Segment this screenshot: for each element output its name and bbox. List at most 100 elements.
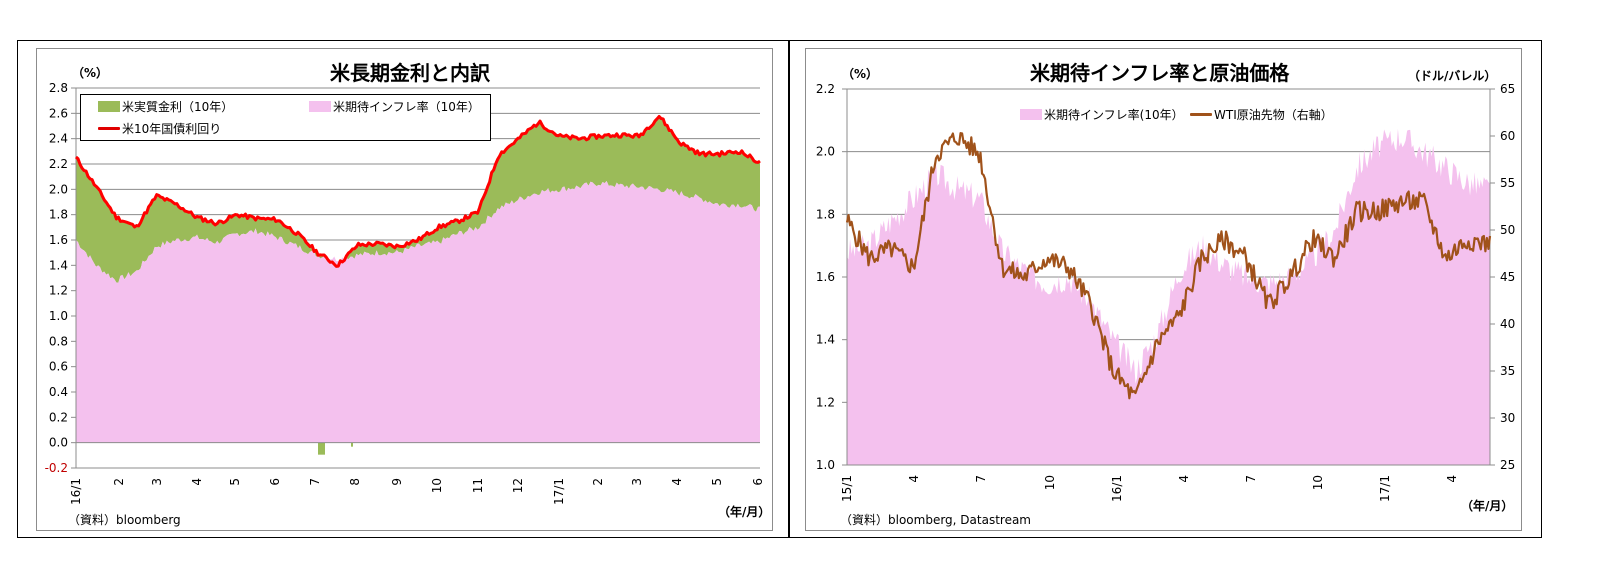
- x-tick-label: 6: [751, 478, 765, 486]
- x-tick-text: 7: [1244, 475, 1258, 483]
- x-tick-text: 16/1: [69, 478, 83, 505]
- x-tick-text: 4: [190, 478, 204, 486]
- x-axis-unit: （年/月）: [718, 505, 771, 519]
- area-real-rate-negative: [351, 442, 353, 447]
- x-tick-label: 2: [112, 478, 126, 486]
- line-yield10: [75, 114, 761, 268]
- legend-swatch-pink: [1020, 109, 1042, 120]
- y2-tick-label: 55: [1500, 176, 1515, 190]
- area-inflation: [76, 181, 760, 443]
- y2-tick-label: 25: [1500, 458, 1515, 472]
- x-tick-text: 10: [430, 478, 444, 493]
- y-axis-unit-left: （%）: [842, 67, 879, 81]
- x-tick-text: 5: [228, 478, 242, 486]
- x-tick-label: 10: [1311, 475, 1325, 490]
- legend-item-real-rate: 米実質金利（10年）: [98, 98, 233, 115]
- x-tick-text: 15/1: [840, 475, 854, 502]
- x-tick-text: 5: [710, 478, 724, 486]
- x-tick-label: 12: [511, 478, 525, 493]
- y-tick-label: 1.4: [49, 258, 68, 272]
- y-axis-unit: （%）: [72, 66, 109, 80]
- y-tick-label: 0.6: [49, 360, 68, 374]
- x-tick-label: 6: [268, 478, 282, 486]
- x-tick-label: 8: [348, 478, 362, 486]
- y2-tick-label: 45: [1500, 270, 1515, 284]
- legend-label: 米期待インフレ率(10年）: [1044, 108, 1184, 122]
- legend-label: 米期待インフレ率（10年）: [333, 100, 480, 114]
- y-axis-unit-right: （ドル/バレル）: [1408, 69, 1497, 83]
- area-inflation: [847, 128, 1490, 465]
- x-tick-text: 9: [390, 478, 404, 486]
- figure-divider: [788, 40, 790, 538]
- y-tick-label: 2.6: [49, 106, 68, 120]
- x-tick-label: 17/1: [1378, 475, 1392, 502]
- x-tick-text: 6: [268, 478, 282, 486]
- source-note: （資料）bloomberg, Datastream: [840, 513, 1031, 527]
- y2-tick-label: 35: [1500, 364, 1515, 378]
- x-tick-text: 3: [630, 478, 644, 486]
- chart-title: 米期待インフレ率と原油価格: [1030, 61, 1290, 85]
- x-tick-text: 8: [348, 478, 362, 486]
- y-tick-label: 2.0: [816, 145, 835, 159]
- x-tick-label: 4: [907, 475, 921, 483]
- y2-tick-label: 30: [1500, 411, 1515, 425]
- y-tick-label: 1.2: [49, 284, 68, 298]
- x-tick-text: 17/1: [1378, 475, 1392, 502]
- area-real-rate-negative: [318, 442, 325, 455]
- x-tick-label: 17/1: [552, 478, 566, 505]
- y-tick-label: 1.4: [816, 333, 835, 347]
- y-tick-label: -0.2: [45, 461, 68, 475]
- legend-item-wti: WTI原油先物（右軸）: [1190, 106, 1333, 123]
- legend-item-inflation: 米期待インフレ率（10年）: [309, 98, 480, 115]
- y-tick-label: 2.4: [49, 132, 68, 146]
- chart-title: 米長期金利と内訳: [330, 61, 490, 85]
- y-tick-label: 1.6: [49, 233, 68, 247]
- x-tick-text: 10: [1043, 475, 1057, 490]
- x-tick-label: 11: [471, 478, 485, 493]
- legend-swatch-pink: [309, 101, 331, 112]
- x-tick-text: 7: [308, 478, 322, 486]
- x-tick-label: 4: [670, 478, 684, 486]
- y-tick-label: 1.6: [816, 270, 835, 284]
- legend-swatch-brown-line: [1190, 113, 1212, 116]
- x-tick-label: 15/1: [840, 475, 854, 502]
- x-tick-text: 4: [1445, 475, 1459, 483]
- y-tick-label: 0.4: [49, 385, 68, 399]
- x-tick-text: 10: [1311, 475, 1325, 490]
- x-tick-text: 4: [907, 475, 921, 483]
- x-tick-text: 12: [511, 478, 525, 493]
- x-tick-label: 5: [228, 478, 242, 486]
- y-tick-label: 1.8: [49, 208, 68, 222]
- figure-frame: [17, 40, 1542, 538]
- legend-label: WTI原油先物（右軸）: [1214, 108, 1333, 122]
- x-tick-label: 16/1: [69, 478, 83, 505]
- y-tick-label: 1.0: [816, 458, 835, 472]
- x-tick-text: 17/1: [552, 478, 566, 505]
- x-tick-label: 10: [430, 478, 444, 493]
- x-tick-label: 7: [1244, 475, 1258, 483]
- x-tick-label: 5: [710, 478, 724, 486]
- x-tick-label: 7: [308, 478, 322, 486]
- y-tick-label: 1.8: [816, 207, 835, 221]
- legend-label: 米実質金利（10年）: [122, 100, 234, 114]
- x-tick-label: 7: [974, 475, 988, 483]
- source-note: （資料）bloomberg: [68, 513, 181, 527]
- x-tick-label: 3: [630, 478, 644, 486]
- y-tick-label: 2.2: [816, 82, 835, 96]
- x-tick-label: 4: [190, 478, 204, 486]
- x-tick-label: 3: [150, 478, 164, 486]
- line-wti: [845, 132, 1492, 400]
- x-tick-text: 7: [974, 475, 988, 483]
- x-tick-label: 4: [1177, 475, 1191, 483]
- y-tick-label: 2.0: [49, 182, 68, 196]
- x-tick-label: 9: [390, 478, 404, 486]
- y2-tick-label: 50: [1500, 223, 1515, 237]
- y-tick-label: 0.2: [49, 410, 68, 424]
- x-tick-text: 16/1: [1110, 475, 1124, 502]
- y2-tick-label: 60: [1500, 129, 1515, 143]
- y2-tick-label: 40: [1500, 317, 1515, 331]
- x-tick-text: 4: [670, 478, 684, 486]
- x-tick-text: 2: [591, 478, 605, 486]
